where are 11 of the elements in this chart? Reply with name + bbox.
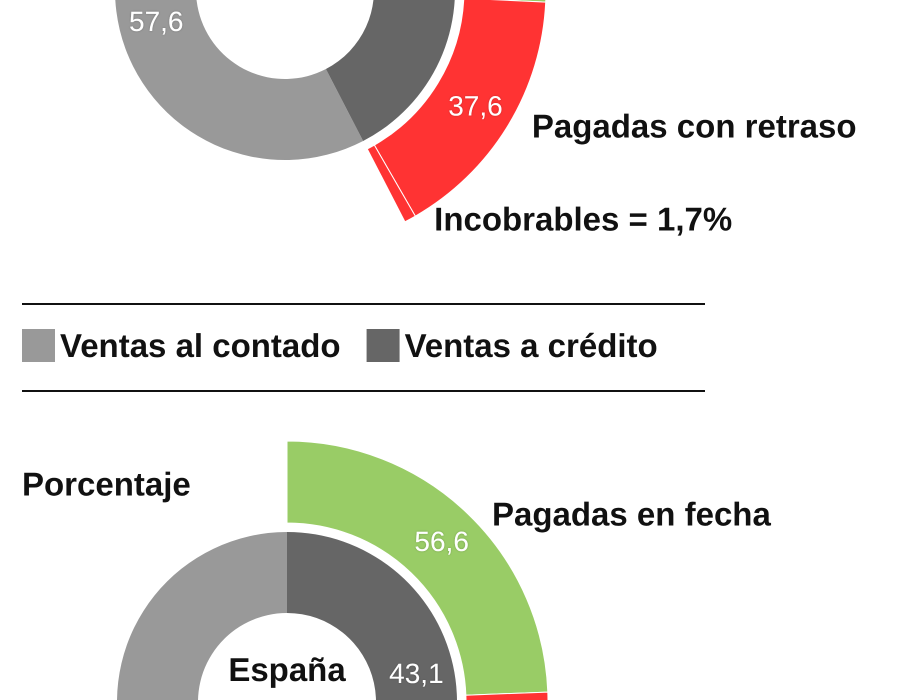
legend-label: Ventas al contado [60, 327, 341, 364]
slice-label: España [228, 651, 346, 688]
text: Porcentaje [22, 466, 191, 502]
slice-label: Pagadas con retraso [532, 107, 857, 144]
data-label: 56,6 [414, 526, 469, 557]
data-label: 57,6 [129, 6, 184, 37]
slice-label: Pagadas en fecha [492, 495, 772, 532]
data-label: 37,6 [448, 90, 503, 122]
data-label: 43,1 [389, 658, 444, 689]
legend-label: Ventas a crédito [404, 327, 658, 364]
slice-label: Incobrables = 1,7% [434, 200, 732, 238]
